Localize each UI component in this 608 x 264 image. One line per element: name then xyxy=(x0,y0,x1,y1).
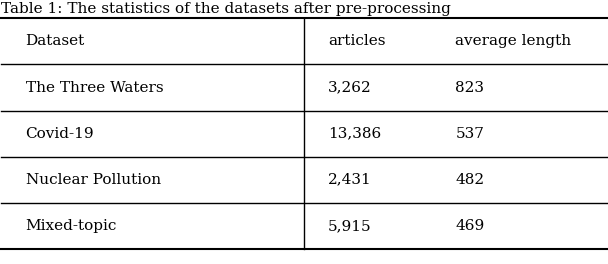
Text: 537: 537 xyxy=(455,127,484,141)
Text: 2,431: 2,431 xyxy=(328,173,372,187)
Text: Mixed-topic: Mixed-topic xyxy=(26,219,117,233)
Text: Covid-19: Covid-19 xyxy=(26,127,94,141)
Text: 482: 482 xyxy=(455,173,485,187)
Text: Dataset: Dataset xyxy=(26,34,85,48)
Text: 13,386: 13,386 xyxy=(328,127,381,141)
Text: The Three Waters: The Three Waters xyxy=(26,81,163,95)
Text: 5,915: 5,915 xyxy=(328,219,372,233)
Text: Table 1: The statistics of the datasets after pre-processing: Table 1: The statistics of the datasets … xyxy=(1,2,451,16)
Text: Nuclear Pollution: Nuclear Pollution xyxy=(26,173,161,187)
Text: articles: articles xyxy=(328,34,385,48)
Text: 823: 823 xyxy=(455,81,485,95)
Text: 469: 469 xyxy=(455,219,485,233)
Text: 3,262: 3,262 xyxy=(328,81,372,95)
Text: average length: average length xyxy=(455,34,572,48)
